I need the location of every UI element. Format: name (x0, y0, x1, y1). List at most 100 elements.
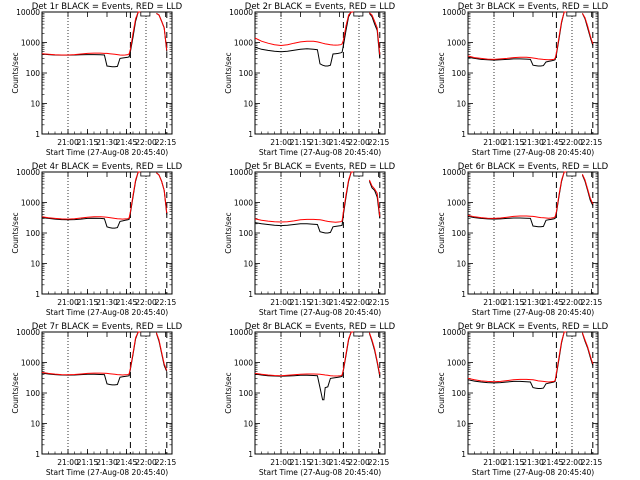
series-line-events (41, 11, 168, 68)
y-tick-label: 1 (461, 290, 466, 299)
plot-frame (41, 331, 173, 455)
series-line-lld (41, 11, 168, 56)
flare-marker-box (353, 171, 364, 177)
flare-marker-box (353, 331, 364, 337)
y-tick-label: 1 (35, 450, 40, 459)
series-line-lld (254, 11, 381, 55)
y-axis-label: Counts/sec (224, 52, 233, 93)
y-tick-label: 1000 (21, 199, 40, 208)
x-tick-label: 22:15 (155, 138, 177, 147)
y-tick-label: 100 (239, 389, 254, 398)
x-tick-label: 21:00 (483, 458, 505, 467)
y-axis-label: Counts/sec (11, 212, 20, 253)
x-tick-label: 21:45 (116, 458, 138, 467)
panel-title: Det 6r BLACK = Events, RED = LLD (458, 162, 609, 172)
y-tick-label: 100 (239, 229, 254, 238)
plot-frame (41, 11, 173, 135)
panel-8: Det 8r BLACK = Events, RED = LLD 1 10 100 10… (224, 322, 396, 477)
x-tick-label: 22:00 (348, 138, 370, 147)
y-tick-label: 100 (452, 69, 467, 78)
x-tick-label: 21:30 (309, 458, 331, 467)
x-tick-label: 21:30 (522, 298, 544, 307)
x-tick-label: 21:30 (96, 298, 118, 307)
flare-marker-box (566, 331, 577, 337)
y-axis-label: Counts/sec (437, 372, 446, 413)
x-axis-label: Start Time (27-Aug-08 20:45:40) (472, 148, 594, 157)
panel-title: Det 1r BLACK = Events, RED = LLD (32, 2, 183, 12)
x-tick-label: 22:15 (581, 298, 603, 307)
panel-title: Det 9r BLACK = Events, RED = LLD (458, 322, 609, 332)
x-tick-label: 21:15 (290, 458, 312, 467)
panel-title: Det 2r BLACK = Events, RED = LLD (245, 2, 396, 12)
x-tick-label: 21:00 (57, 138, 79, 147)
y-tick-label: 10 (456, 100, 466, 109)
y-tick-label: 10 (243, 420, 253, 429)
x-tick-label: 21:45 (329, 458, 351, 467)
y-axis-label: Counts/sec (224, 372, 233, 413)
plot-frame (254, 11, 386, 135)
series-line-events (41, 331, 168, 386)
x-tick-label: 22:00 (135, 458, 157, 467)
y-tick-label: 1 (35, 290, 40, 299)
panel-title: Det 5r BLACK = Events, RED = LLD (245, 162, 396, 172)
y-tick-label: 10000 (442, 328, 466, 337)
x-tick-label: 21:45 (329, 298, 351, 307)
x-tick-label: 22:00 (561, 458, 583, 467)
x-tick-label: 21:00 (57, 298, 79, 307)
y-axis-label: Counts/sec (11, 52, 20, 93)
series-line-lld (467, 171, 594, 219)
x-axis-label: Start Time (27-Aug-08 20:45:40) (46, 308, 168, 317)
y-axis-label: Counts/sec (11, 372, 20, 413)
x-tick-label: 21:30 (309, 138, 331, 147)
x-tick-label: 21:30 (96, 458, 118, 467)
y-tick-label: 1000 (447, 39, 466, 48)
y-tick-label: 1 (461, 130, 466, 139)
x-tick-label: 22:15 (155, 458, 177, 467)
y-tick-label: 10 (243, 260, 253, 269)
y-tick-label: 100 (452, 229, 467, 238)
y-tick-label: 100 (26, 389, 41, 398)
panel-title: Det 3r BLACK = Events, RED = LLD (458, 2, 609, 12)
flare-marker-box (140, 171, 151, 177)
x-tick-label: 22:00 (135, 138, 157, 147)
flare-marker-box (353, 11, 364, 17)
panel-5: Det 5r BLACK = Events, RED = LLD 1 10 100 10… (224, 162, 396, 317)
x-tick-label: 21:00 (270, 138, 292, 147)
y-tick-label: 10 (456, 420, 466, 429)
plot-frame (254, 331, 386, 455)
x-tick-label: 21:15 (503, 298, 525, 307)
panel-3: Det 3r BLACK = Events, RED = LLD 1 10 100 10… (437, 2, 609, 157)
y-axis-label: Counts/sec (224, 212, 233, 253)
y-tick-label: 1 (35, 130, 40, 139)
x-tick-label: 21:45 (542, 298, 564, 307)
series-line-events (41, 171, 168, 229)
flare-marker-box (140, 11, 151, 17)
series-line-lld (41, 331, 168, 376)
flare-marker-box (140, 331, 151, 337)
y-tick-label: 100 (452, 389, 467, 398)
panel-4: Det 4r BLACK = Events, RED = LLD 1 10 100 10… (11, 162, 183, 317)
y-tick-label: 10000 (16, 168, 40, 177)
panel-title: Det 4r BLACK = Events, RED = LLD (32, 162, 183, 172)
x-axis-label: Start Time (27-Aug-08 20:45:40) (472, 308, 594, 317)
panel-1: Det 1r BLACK = Events, RED = LLD 1 10 100 10… (11, 2, 183, 157)
panel-9: Det 9r BLACK = Events, RED = LLD 1 10 100 10… (437, 322, 609, 477)
x-tick-label: 21:00 (483, 138, 505, 147)
x-tick-label: 21:00 (483, 298, 505, 307)
series-line-lld (41, 171, 168, 220)
x-tick-label: 21:15 (290, 138, 312, 147)
x-axis-label: Start Time (27-Aug-08 20:45:40) (259, 308, 381, 317)
y-tick-label: 10000 (229, 8, 253, 17)
y-tick-label: 1000 (21, 359, 40, 368)
x-tick-label: 21:15 (77, 458, 99, 467)
y-tick-label: 1000 (447, 199, 466, 208)
y-tick-label: 10000 (442, 168, 466, 177)
series-line-lld (254, 331, 381, 377)
x-tick-label: 21:15 (503, 138, 525, 147)
x-tick-label: 21:30 (96, 138, 118, 147)
x-axis-label: Start Time (27-Aug-08 20:45:40) (259, 148, 381, 157)
series-line-lld (467, 331, 594, 383)
x-tick-label: 22:00 (348, 458, 370, 467)
y-tick-label: 10000 (16, 328, 40, 337)
